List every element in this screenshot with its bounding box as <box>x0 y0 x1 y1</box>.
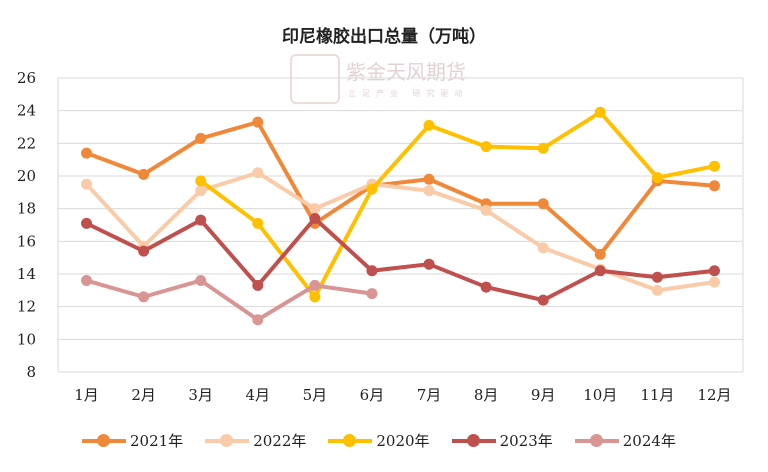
legend-item: 2023年 <box>451 430 553 451</box>
x-tick-label: 12月 <box>697 386 731 404</box>
watermark-name: 紫金天风期货 <box>346 60 466 84</box>
legend-item: 2020年 <box>328 430 430 451</box>
chart-title: 印尼橡胶出口总量（万吨） <box>282 27 486 47</box>
legend-swatch <box>451 433 496 447</box>
data-point <box>138 245 150 257</box>
x-tick-label: 10月 <box>583 386 617 404</box>
y-tick-label: 20 <box>17 167 36 185</box>
data-point <box>594 106 606 118</box>
x-tick-label: 3月 <box>188 386 213 404</box>
data-point <box>252 314 264 326</box>
legend-swatch <box>205 433 250 447</box>
data-point <box>138 168 150 180</box>
data-point <box>708 276 720 288</box>
data-point <box>651 271 663 283</box>
x-tick-label: 9月 <box>531 386 556 404</box>
data-point <box>195 132 207 144</box>
legend-swatch <box>328 433 373 447</box>
series-line-2020年 <box>199 110 715 299</box>
legend-swatch <box>82 433 126 447</box>
y-tick-label: 8 <box>26 363 36 381</box>
data-point <box>423 258 435 270</box>
data-point <box>423 119 435 131</box>
data-point <box>252 217 264 229</box>
legend-item: 2024年 <box>574 430 676 451</box>
y-tick-label: 22 <box>17 134 36 152</box>
legend-item: 2021年 <box>82 430 183 451</box>
x-tick-label: 6月 <box>360 386 385 404</box>
data-point <box>195 275 207 287</box>
data-point <box>309 279 321 291</box>
data-point <box>366 265 378 277</box>
watermark-sub: 立足产业 研究驱动 <box>348 89 469 98</box>
data-point <box>480 204 492 216</box>
legend-item: 2022年 <box>205 430 306 451</box>
data-point <box>423 185 435 197</box>
data-point <box>81 275 93 287</box>
data-point <box>81 178 93 190</box>
data-point <box>252 279 264 291</box>
data-point <box>537 294 549 306</box>
x-tick-label: 8月 <box>474 386 499 404</box>
data-point <box>708 160 720 172</box>
data-point <box>195 185 207 197</box>
data-point <box>366 183 378 195</box>
data-point <box>708 265 720 277</box>
data-point <box>480 141 492 153</box>
y-tick-label: 14 <box>17 265 36 283</box>
y-tick-label: 26 <box>17 69 36 87</box>
data-point <box>252 116 264 128</box>
y-tick-label: 12 <box>17 298 36 316</box>
x-tick-label: 5月 <box>303 386 328 404</box>
data-point <box>594 265 606 277</box>
data-point <box>708 180 720 192</box>
data-point <box>81 147 93 159</box>
data-point <box>537 242 549 254</box>
data-point <box>252 167 264 179</box>
legend-label: 2022年 <box>253 432 307 450</box>
x-tick-label: 2月 <box>131 386 156 404</box>
data-point <box>423 173 435 185</box>
data-point <box>81 217 93 229</box>
legend-label: 2023年 <box>499 432 553 450</box>
data-point <box>309 203 321 215</box>
legend-label: 2020年 <box>376 432 430 450</box>
data-point <box>195 175 207 187</box>
data-point <box>309 212 321 224</box>
y-tick-label: 18 <box>17 200 36 218</box>
legend-swatch <box>574 433 619 447</box>
x-tick-label: 11月 <box>640 386 674 404</box>
legend-label: 2024年 <box>622 432 676 450</box>
series-line-2024年 <box>85 278 373 322</box>
y-tick-label: 24 <box>17 102 36 120</box>
legend: 2021年 2022年 2020年 2023年 2024年 <box>82 430 676 451</box>
data-point <box>594 248 606 260</box>
legend-label: 2021年 <box>130 432 184 450</box>
data-point <box>309 291 321 303</box>
series-line-2023年 <box>85 216 715 303</box>
x-tick-label: 1月 <box>74 386 99 404</box>
data-point <box>651 172 663 184</box>
y-tick-label: 10 <box>17 330 36 348</box>
data-point <box>366 288 378 300</box>
data-point <box>138 291 150 303</box>
series-line-2021年 <box>85 120 715 257</box>
data-point <box>480 281 492 293</box>
x-tick-label: 4月 <box>246 386 271 404</box>
data-point <box>651 284 663 296</box>
data-point <box>195 214 207 226</box>
data-point <box>537 198 549 210</box>
data-point <box>537 142 549 154</box>
x-tick-label: 7月 <box>417 386 442 404</box>
y-tick-label: 16 <box>17 232 36 250</box>
watermark-logo <box>290 54 340 104</box>
